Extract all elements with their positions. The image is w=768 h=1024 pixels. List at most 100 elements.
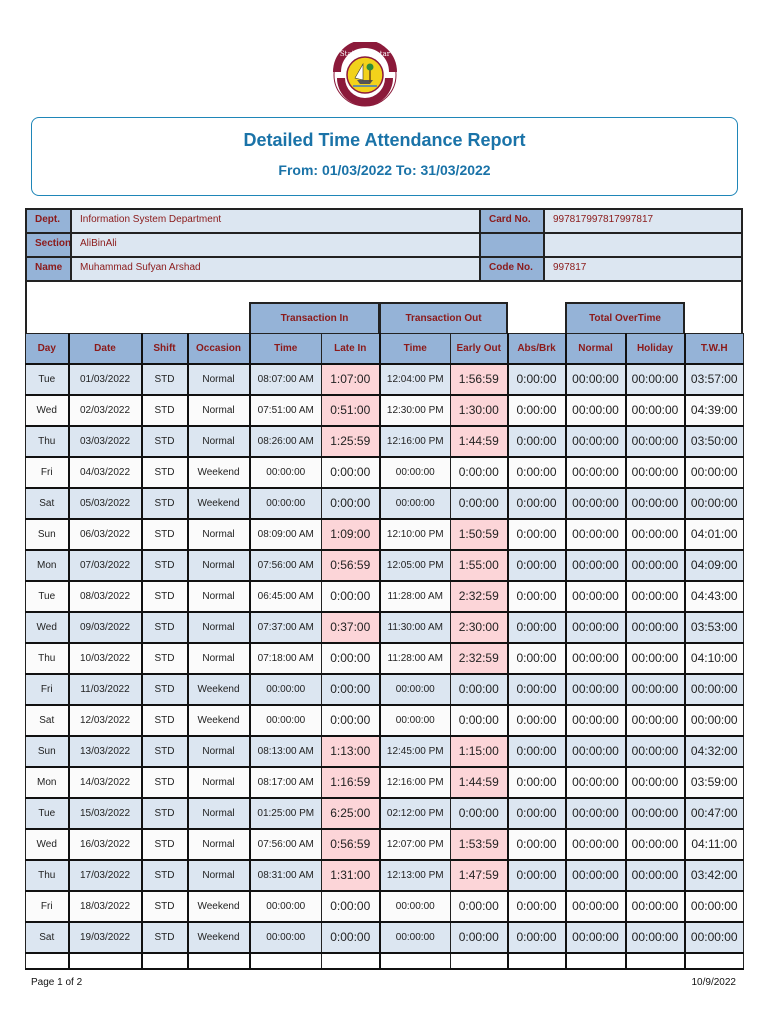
table-row: Sat 19/03/2022 STD Weekend 00:00:00 0:00:00 00… (25, 921, 744, 953)
cell-late-in: 0:00:00 (321, 580, 381, 612)
cell-day: Sun (25, 735, 70, 767)
report-title-box: Detailed Time Attendance Report From: 01… (31, 117, 738, 196)
cell-day: Mon (25, 549, 70, 581)
cell-ot-normal: 00:00:00 (565, 611, 627, 643)
cell-ot-holiday: 00:00:00 (625, 766, 686, 798)
cell-out-time: 11:28:00 AM (379, 642, 451, 674)
cell-late-in: 1:31:00 (321, 859, 381, 891)
table-row: Sun 13/03/2022 STD Normal 08:13:00 AM 1:13:00… (25, 735, 744, 767)
cell-occasion: Normal (187, 580, 251, 612)
cell-out-time: 00:00:00 (379, 456, 451, 488)
cell-ot-normal: 00:00:00 (565, 735, 627, 767)
cell-day: Sat (25, 921, 70, 953)
cell-abs-brk: 0:00:00 (507, 549, 567, 581)
cell-date: 03/03/2022 (68, 425, 143, 457)
cell-date: 01/03/2022 (68, 363, 143, 395)
cell-in-time: 00:00:00 (249, 487, 322, 519)
cell-twh: 03:42:00 (684, 859, 744, 891)
cell-early-out: 0:00:00 (450, 890, 509, 922)
cell-abs-brk: 0:00:00 (507, 890, 567, 922)
cell-late-in: 1:16:59 (321, 766, 381, 798)
cell-day: Wed (25, 611, 70, 643)
cell-abs-brk: 0:00:00 (507, 363, 567, 395)
cell-early-out: 0:00:00 (450, 456, 509, 488)
cell-occasion: Normal (187, 642, 251, 674)
group-header-transaction-out: Transaction Out (379, 302, 508, 334)
group-header-total-overtime: Total OverTime (565, 302, 685, 334)
cell-occasion: Normal (187, 363, 251, 395)
cell-ot-normal: 00:00:00 (565, 766, 627, 798)
cell-early-out: 1:44:59 (450, 425, 509, 457)
table-row: Fri 11/03/2022 STD Weekend 00:00:00 0:00:00 00… (25, 673, 744, 705)
cell-out-time: 12:16:00 PM (379, 766, 451, 798)
group-header-transaction-in: Transaction In (249, 302, 380, 334)
cell-abs-brk: 0:00:00 (507, 797, 567, 829)
table-row: Mon 14/03/2022 STD Normal 08:17:00 AM 1:16:59… (25, 766, 744, 798)
cell-abs-brk: 0:00:00 (507, 611, 567, 643)
empty-cell (507, 952, 567, 969)
cell-ot-holiday: 00:00:00 (625, 828, 686, 860)
cell-early-out: 1:30:00 (450, 394, 509, 426)
cell-shift: STD (141, 859, 189, 891)
table-row: Fri 18/03/2022 STD Weekend 00:00:00 0:00:00 00… (25, 890, 744, 922)
cell-in-time: 07:18:00 AM (249, 642, 322, 674)
cell-ot-normal: 00:00:00 (565, 704, 627, 736)
cell-abs-brk: 0:00:00 (507, 487, 567, 519)
cell-date: 15/03/2022 (68, 797, 143, 829)
table-row: Mon 07/03/2022 STD Normal 07:56:00 AM 0:56:59… (25, 549, 744, 581)
cell-day: Fri (25, 673, 70, 705)
cell-late-in: 0:51:00 (321, 394, 381, 426)
cell-abs-brk: 0:00:00 (507, 518, 567, 550)
empty-cell (68, 952, 143, 969)
cell-ot-holiday: 00:00:00 (625, 735, 686, 767)
cell-occasion: Weekend (187, 456, 251, 488)
col-header-ot-holiday: Holiday (625, 333, 686, 364)
cell-out-time: 12:13:00 PM (379, 859, 451, 891)
cell-day: Thu (25, 859, 70, 891)
empty-cell (625, 952, 686, 969)
cell-ot-holiday: 00:00:00 (625, 921, 686, 953)
cell-in-time: 08:26:00 AM (249, 425, 322, 457)
cell-shift: STD (141, 487, 189, 519)
cell-ot-holiday: 00:00:00 (625, 456, 686, 488)
cell-early-out: 1:44:59 (450, 766, 509, 798)
cell-out-time: 12:05:00 PM (379, 549, 451, 581)
cell-occasion: Weekend (187, 487, 251, 519)
empty-cell (249, 952, 322, 969)
cell-occasion: Normal (187, 549, 251, 581)
cell-occasion: Weekend (187, 704, 251, 736)
cell-twh: 04:09:00 (684, 549, 744, 581)
cell-day: Mon (25, 766, 70, 798)
cell-twh: 00:00:00 (684, 890, 744, 922)
cell-late-in: 0:56:59 (321, 828, 381, 860)
cell-date: 19/03/2022 (68, 921, 143, 953)
cell-date: 02/03/2022 (68, 394, 143, 426)
table-row: Wed 09/03/2022 STD Normal 07:37:00 AM 0:37:00… (25, 611, 744, 643)
cell-ot-holiday: 00:00:00 (625, 549, 686, 581)
cell-shift: STD (141, 735, 189, 767)
cell-early-out: 0:00:00 (450, 487, 509, 519)
cell-twh: 00:00:00 (684, 704, 744, 736)
empty-cell (684, 952, 744, 969)
page-number: Page 1 of 2 (31, 977, 83, 988)
cell-ot-holiday: 00:00:00 (625, 704, 686, 736)
attendance-table: Day Date Shift Occasion Time Late In Tim… (25, 333, 744, 970)
cell-twh: 00:00:00 (684, 921, 744, 953)
cell-day: Sun (25, 518, 70, 550)
cell-twh: 03:53:00 (684, 611, 744, 643)
cell-ot-normal: 00:00:00 (565, 456, 627, 488)
cell-date: 13/03/2022 (68, 735, 143, 767)
cell-early-out: 0:00:00 (450, 797, 509, 829)
cell-date: 18/03/2022 (68, 890, 143, 922)
cell-date: 04/03/2022 (68, 456, 143, 488)
cell-date: 06/03/2022 (68, 518, 143, 550)
table-row: Fri 04/03/2022 STD Weekend 00:00:00 0:00:00 00… (25, 456, 744, 488)
cell-ot-holiday: 00:00:00 (625, 673, 686, 705)
table-row: Sat 05/03/2022 STD Weekend 00:00:00 0:00:00 00… (25, 487, 744, 519)
cell-ot-normal: 00:00:00 (565, 921, 627, 953)
cell-late-in: 6:25:00 (321, 797, 381, 829)
cell-date: 16/03/2022 (68, 828, 143, 860)
cell-late-in: 0:00:00 (321, 704, 381, 736)
cell-occasion: Normal (187, 425, 251, 457)
cell-out-time: 00:00:00 (379, 673, 451, 705)
